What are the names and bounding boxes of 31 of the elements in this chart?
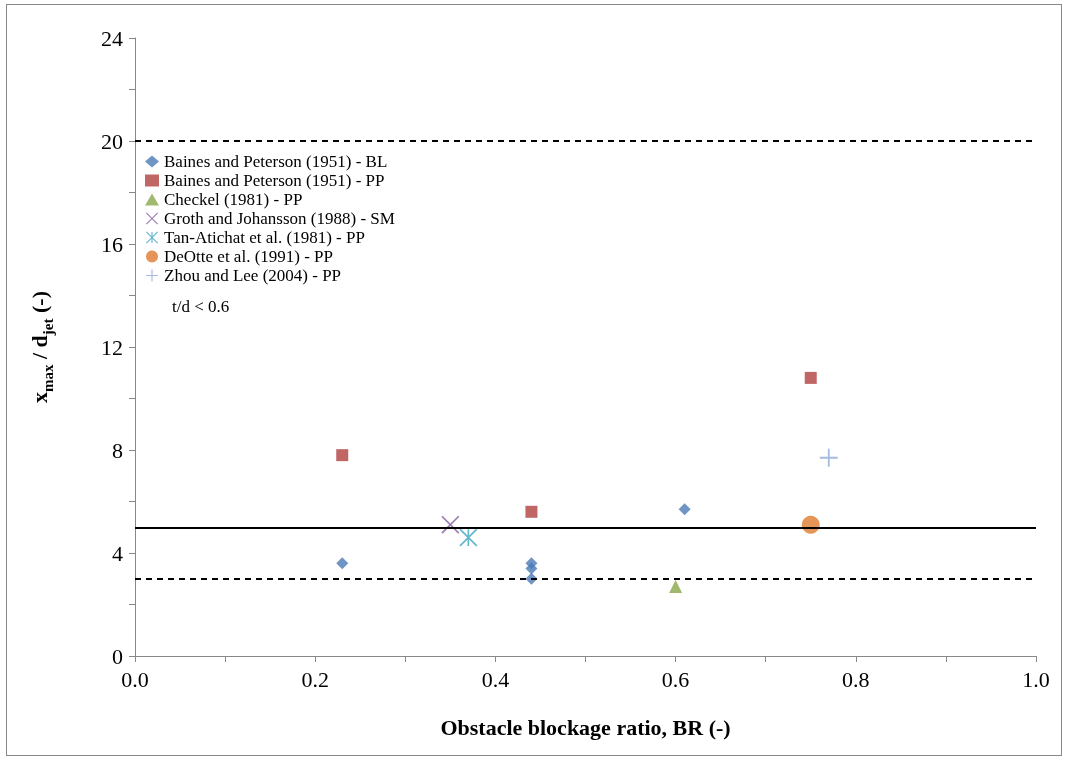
x-tick-label: 0.2 [301, 666, 329, 692]
point [525, 562, 538, 575]
x-tick-label: 1.0 [1022, 666, 1050, 692]
point [804, 371, 817, 384]
point [678, 503, 691, 516]
x-tick-label: 0.8 [842, 666, 870, 692]
y-tick-label: 8 [112, 437, 123, 463]
y-tick-label: 0 [112, 643, 123, 669]
y-tick-label: 12 [101, 334, 123, 360]
point [819, 448, 838, 467]
y-tick-label: 4 [112, 540, 123, 566]
point [669, 579, 683, 593]
y-tick-label: 24 [101, 25, 123, 51]
point [336, 449, 349, 462]
annotation: t/d < 0.6 [172, 297, 230, 316]
x-tick-label: 0.0 [121, 666, 149, 692]
legend-label: Groth and Johansson (1988) - SM [164, 209, 395, 228]
y-tick-label: 16 [101, 231, 123, 257]
point [459, 528, 478, 547]
y-tick-label: 20 [101, 128, 123, 154]
legend-label: DeOtte et al. (1991) - PP [164, 247, 334, 266]
x-tick-label: 0.4 [481, 666, 510, 692]
legend-label: Tan-Atichat et al. (1981) - PP [164, 228, 365, 247]
point [525, 505, 538, 518]
legend-label: Baines and Peterson (1951) - BL [164, 152, 388, 171]
point [336, 557, 349, 570]
x-axis-title: Obstacle blockage ratio, BR (-) [440, 714, 731, 740]
x-tick-label: 0.6 [661, 666, 690, 692]
legend-label: Baines and Peterson (1951) - PP [164, 171, 385, 190]
legend-label: Checkel (1981) - PP [164, 190, 303, 209]
legend-label: Zhou and Lee (2004) - PP [164, 266, 342, 285]
